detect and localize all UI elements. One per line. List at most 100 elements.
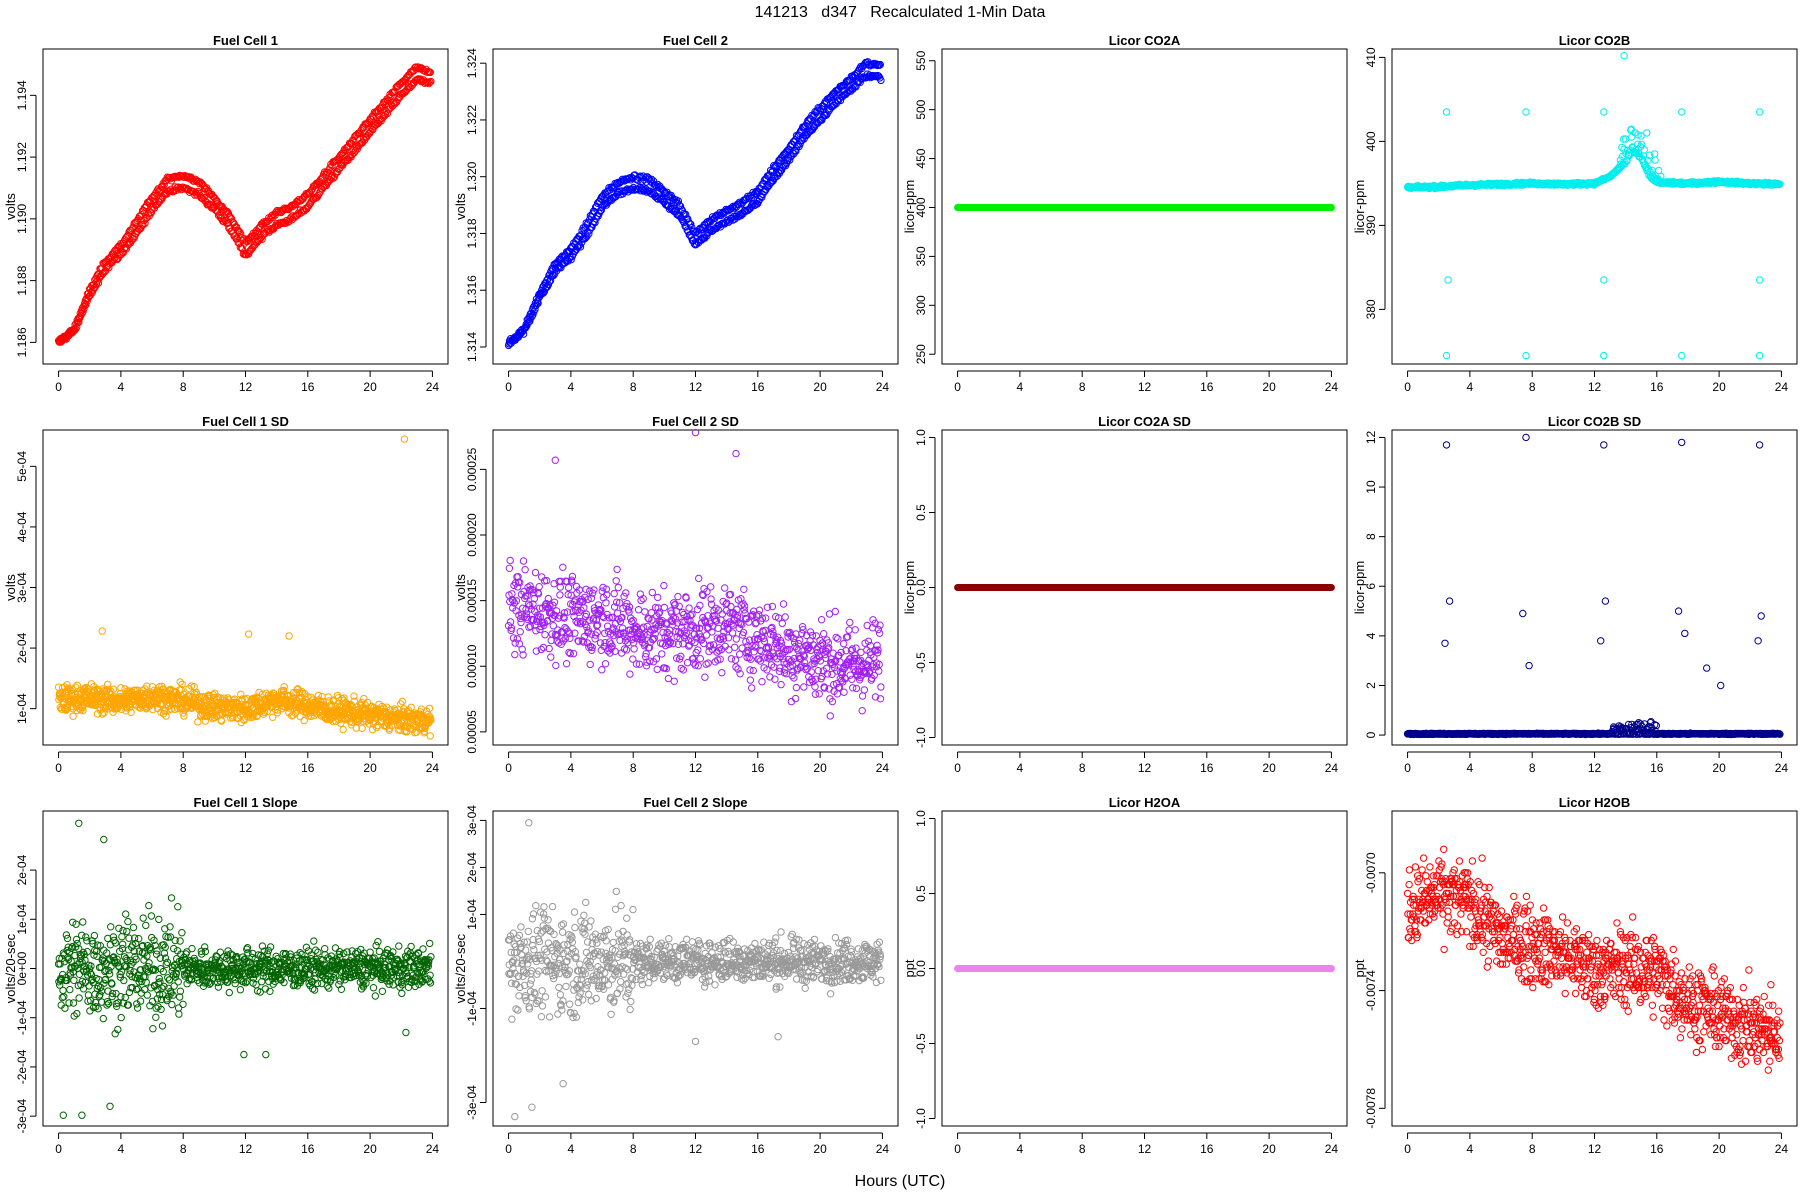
y-tick-label: 1.320 bbox=[465, 161, 479, 191]
x-tick-label: 8 bbox=[1079, 380, 1086, 394]
x-tick-label: 0 bbox=[954, 761, 961, 775]
data-point bbox=[858, 707, 866, 715]
x-tick-label: 12 bbox=[1138, 761, 1152, 775]
y-tick-label: 1.0 bbox=[914, 429, 928, 446]
x-tick-label: 8 bbox=[180, 380, 187, 394]
x-tick-label: 4 bbox=[1017, 380, 1024, 394]
data-point bbox=[83, 297, 91, 305]
data-point bbox=[559, 563, 567, 571]
data-point bbox=[851, 626, 859, 634]
data-point bbox=[517, 618, 525, 627]
data-point bbox=[858, 692, 867, 700]
y-axis-label: volts bbox=[453, 193, 468, 220]
x-tick-label: 20 bbox=[813, 761, 827, 775]
x-tick-label: 4 bbox=[118, 761, 125, 775]
y-tick-label: 450 bbox=[914, 148, 928, 168]
y-tick-label: 0.00015 bbox=[465, 579, 479, 623]
data-point bbox=[614, 583, 622, 592]
y-tick-label: 1.318 bbox=[465, 218, 479, 248]
data-point bbox=[339, 725, 347, 734]
figure-title: 141213 d347 Recalculated 1-Min Data bbox=[754, 4, 1046, 21]
x-tick-label: 8 bbox=[630, 761, 637, 775]
x-tick-label: 16 bbox=[1650, 761, 1664, 775]
y-tick-label: 1.316 bbox=[465, 275, 479, 305]
data-point bbox=[685, 604, 693, 612]
series-co2b bbox=[1403, 52, 1784, 360]
y-tick-label: 1.324 bbox=[465, 48, 479, 78]
y-tick-label: 300 bbox=[914, 295, 928, 315]
data-point bbox=[244, 630, 253, 638]
y-tick-label: 380 bbox=[1364, 299, 1378, 319]
series-fc1 bbox=[54, 63, 435, 346]
y-tick-label: 250 bbox=[914, 344, 928, 364]
data-point bbox=[612, 577, 620, 585]
plot-frame bbox=[492, 429, 899, 746]
x-tick-label: 12 bbox=[689, 380, 703, 394]
series-fc2 bbox=[504, 58, 885, 350]
y-tick-label: 1.186 bbox=[15, 327, 29, 357]
y-tick-label: 5e-04 bbox=[15, 451, 29, 482]
plot-frame bbox=[42, 48, 449, 365]
x-tick-label: 16 bbox=[751, 380, 765, 394]
data-point bbox=[1755, 276, 1764, 284]
y-tick-label: 0 bbox=[1364, 731, 1378, 738]
data-point bbox=[78, 309, 86, 318]
data-point bbox=[610, 589, 618, 598]
y-tick-label: 0.5 bbox=[914, 504, 928, 521]
data-point bbox=[400, 435, 409, 443]
data-point bbox=[696, 655, 704, 663]
x-tick-label: 12 bbox=[689, 761, 703, 775]
panel-title: Licor CO2B SD bbox=[1548, 414, 1641, 429]
data-point bbox=[834, 635, 842, 643]
x-tick-label: 24 bbox=[1775, 380, 1789, 394]
data-point bbox=[552, 661, 560, 670]
x-tick-label: 0 bbox=[505, 380, 512, 394]
data-point bbox=[1620, 52, 1628, 60]
data-point bbox=[875, 629, 884, 637]
data-point bbox=[732, 635, 740, 643]
y-tick-label: 4e-04 bbox=[15, 511, 29, 542]
data-point bbox=[848, 675, 856, 683]
x-tick-label: 4 bbox=[1467, 761, 1474, 775]
data-point bbox=[80, 305, 88, 313]
data-point bbox=[545, 644, 553, 653]
data-point bbox=[839, 640, 848, 648]
x-tick-label: 16 bbox=[751, 761, 765, 775]
y-tick-label: 390 bbox=[1364, 215, 1378, 235]
data-point bbox=[718, 610, 726, 618]
x-tick-label: 4 bbox=[118, 380, 125, 394]
data-point bbox=[815, 690, 823, 698]
y-tick-label: 0.0 bbox=[914, 579, 928, 596]
x-tick-label: 24 bbox=[1775, 761, 1789, 775]
x-tick-label: 24 bbox=[426, 380, 440, 394]
data-point bbox=[660, 581, 668, 590]
data-point bbox=[506, 618, 515, 626]
x-tick-label: 20 bbox=[1712, 761, 1726, 775]
data-point bbox=[707, 583, 715, 591]
data-point bbox=[874, 625, 883, 634]
data-point bbox=[1755, 351, 1764, 360]
data-point bbox=[296, 712, 304, 721]
data-point bbox=[626, 670, 634, 678]
y-tick-label: 4 bbox=[1364, 632, 1378, 639]
data-point bbox=[1651, 156, 1659, 164]
data-point bbox=[1444, 276, 1452, 284]
data-point bbox=[740, 585, 748, 593]
data-point bbox=[731, 656, 740, 664]
y-tick-label: 2 bbox=[1364, 682, 1378, 689]
data-point bbox=[551, 456, 559, 464]
data-point bbox=[541, 631, 549, 639]
data-point bbox=[317, 174, 326, 183]
data-point bbox=[215, 210, 224, 219]
data-point bbox=[677, 664, 685, 673]
data-point bbox=[360, 694, 368, 703]
series-co2bsd bbox=[1403, 433, 1784, 739]
data-point bbox=[1678, 108, 1686, 116]
data-point bbox=[598, 666, 606, 674]
data-point bbox=[511, 650, 519, 659]
data-point bbox=[1755, 108, 1764, 116]
data-point bbox=[654, 593, 662, 602]
